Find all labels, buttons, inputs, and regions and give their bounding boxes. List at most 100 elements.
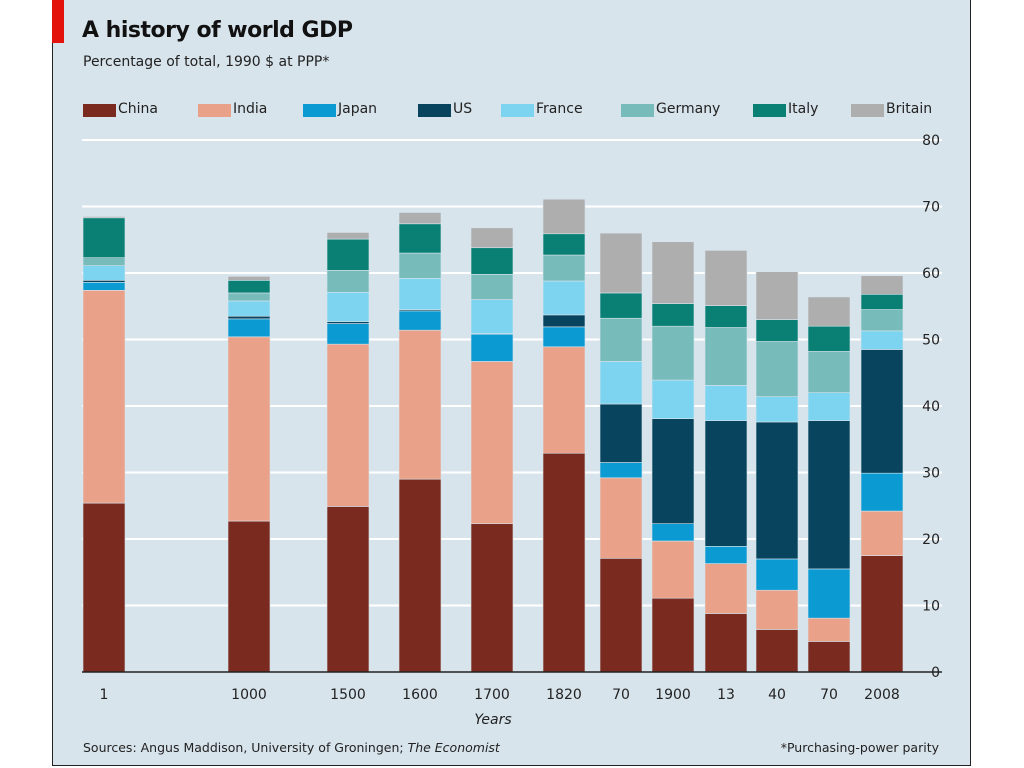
bar-segment-japan xyxy=(326,323,370,345)
bar-stack-2008 xyxy=(860,275,904,673)
bar-segment-italy xyxy=(326,238,370,271)
legend-label: Britain xyxy=(886,101,933,117)
bar-segment-japan xyxy=(599,462,643,479)
bar-segment-us xyxy=(704,420,748,547)
x-tick-label: 1700 xyxy=(474,687,510,703)
bar-segment-india xyxy=(542,346,586,454)
bar-segment-germany xyxy=(755,341,799,397)
bar-segment-china xyxy=(755,629,799,673)
source-publication: The Economist xyxy=(407,740,500,755)
legend-label: Italy xyxy=(788,101,819,117)
source-note: Sources: Angus Maddison, University of G… xyxy=(83,740,500,755)
bar-segment-france xyxy=(807,392,851,421)
y-tick-label: 0 xyxy=(931,665,940,681)
footnote: *Purchasing-power parity xyxy=(780,740,939,755)
bar-stack-1820 xyxy=(542,198,586,673)
x-tick-label: 1900 xyxy=(655,687,691,703)
x-tick-label: 40 xyxy=(768,687,786,703)
bar-segment-china xyxy=(599,557,643,673)
bar-segment-india xyxy=(755,589,799,630)
bar-segment-italy xyxy=(542,233,586,256)
bar-segment-japan xyxy=(398,310,442,331)
x-tick-label: 1 xyxy=(100,687,109,703)
bar-segment-france xyxy=(599,361,643,405)
legend-swatch xyxy=(501,104,534,117)
y-tick-label: 30 xyxy=(922,466,940,482)
bar-segment-france xyxy=(227,300,271,317)
bar-segment-china xyxy=(227,520,271,673)
bar-segment-italy xyxy=(807,325,851,352)
bar-segment-japan xyxy=(704,546,748,564)
bar-segment-germany xyxy=(807,351,851,394)
y-tick-label: 50 xyxy=(922,333,940,349)
bar-segment-japan xyxy=(651,523,695,542)
bar-stack-1700 xyxy=(470,227,514,673)
bar-segment-japan xyxy=(227,318,271,338)
bar-segment-britain xyxy=(807,296,851,327)
bar-segment-japan xyxy=(470,333,514,362)
bar-segment-india xyxy=(704,563,748,614)
bar-segment-japan xyxy=(755,558,799,591)
bar-segment-france xyxy=(542,280,586,316)
bar-segment-italy xyxy=(82,217,126,259)
bar-stack-1500 xyxy=(326,232,370,673)
bar-segment-india xyxy=(326,343,370,507)
bar-segment-india xyxy=(470,361,514,525)
bar-stack-13 xyxy=(704,250,748,673)
x-tick-label: 1500 xyxy=(330,687,366,703)
bar-segment-britain xyxy=(860,275,904,295)
bar-segment-india xyxy=(227,336,271,522)
source-prefix: Sources: Angus Maddison, University of G… xyxy=(83,740,408,755)
bar-stack-70 xyxy=(807,296,851,673)
bar-segment-india xyxy=(860,510,904,556)
y-tick-label: 60 xyxy=(922,266,940,282)
bar-segment-germany xyxy=(651,325,695,381)
y-tick-label: 70 xyxy=(922,200,940,216)
bar-segment-britain xyxy=(599,232,643,294)
bar-segment-france xyxy=(82,265,126,281)
legend-swatch xyxy=(303,104,336,117)
bar-segment-china xyxy=(651,597,695,673)
bar-segment-china xyxy=(860,555,904,673)
bar-segment-germany xyxy=(398,252,442,279)
bar-segment-britain xyxy=(542,198,586,235)
x-tick-label: 1000 xyxy=(231,687,267,703)
legend-swatch xyxy=(753,104,786,117)
bar-stack-1600 xyxy=(398,212,442,673)
legend-swatch xyxy=(83,104,116,117)
bar-segment-japan xyxy=(542,326,586,348)
bar-stack-1 xyxy=(82,216,126,673)
bar-segment-italy xyxy=(860,293,904,310)
bar-segment-germany xyxy=(542,254,586,282)
chart-title: A history of world GDP xyxy=(82,18,353,43)
bar-segment-china xyxy=(82,502,126,673)
bar-segment-germany xyxy=(599,317,643,362)
bar-segment-italy xyxy=(470,247,514,275)
bar-segment-italy xyxy=(755,319,799,342)
legend-label: US xyxy=(453,101,473,117)
bar-segment-italy xyxy=(599,292,643,319)
bar-segment-britain xyxy=(651,241,695,304)
bar-segment-china xyxy=(470,523,514,673)
bar-segment-italy xyxy=(227,280,271,294)
bar-segment-china xyxy=(542,452,586,673)
bar-segment-britain xyxy=(82,216,126,219)
bar-segment-japan xyxy=(860,472,904,512)
legend-swatch xyxy=(851,104,884,117)
bar-segment-britain xyxy=(470,227,514,249)
bar-segment-us xyxy=(599,403,643,463)
legend-label: China xyxy=(118,101,158,117)
bar-stack-1000 xyxy=(227,276,271,673)
bar-segment-germany xyxy=(326,270,370,293)
legend: China India Japan US France Germany Italy Brita… xyxy=(83,100,953,120)
legend-swatch xyxy=(621,104,654,117)
bar-segment-japan xyxy=(807,568,851,619)
bar-segment-france xyxy=(470,299,514,334)
bar-segment-france xyxy=(651,379,695,419)
bar-segment-us xyxy=(542,314,586,328)
chart-subtitle: Percentage of total, 1990 $ at PPP* xyxy=(83,54,330,70)
bar-segment-us xyxy=(227,315,271,320)
bar-segment-japan xyxy=(82,282,126,291)
bar-segment-britain xyxy=(227,276,271,281)
